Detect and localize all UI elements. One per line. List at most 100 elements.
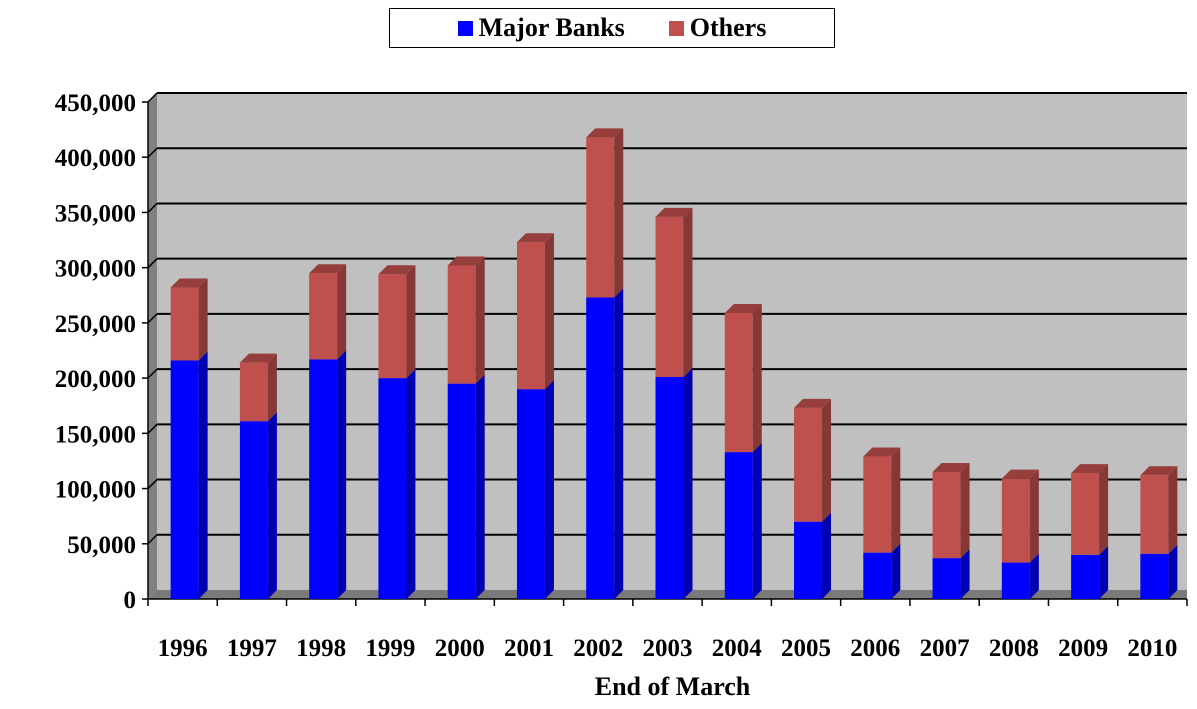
bar-side-major-banks-1997 [267,412,277,599]
legend-swatch-major-banks [457,20,473,36]
bar-side-others-1997 [267,353,277,422]
bar-side-others-2001 [544,233,554,390]
bar-side-major-banks-2005 [822,512,832,599]
y-tick-label: 100,000 [55,477,136,504]
legend-item-major-banks: Major Banks [457,13,625,43]
bar-top-others-2004 [724,303,762,313]
legend-swatch-others [668,20,684,36]
bar-others-1997 [239,362,268,422]
bar-top-others-2003 [655,207,693,217]
x-tick-label-2005: 2005 [781,635,831,662]
bar-side-major-banks-2010 [1168,544,1178,599]
x-tick-label-2002: 2002 [573,635,623,662]
bar-major-banks-2004 [724,452,753,599]
x-tick-label-2001: 2001 [504,635,554,662]
gridline-side [147,368,158,379]
bar-major-banks-2001 [516,389,545,599]
x-tick-label-2004: 2004 [712,635,763,662]
bar-others-2004 [724,312,753,453]
gridline-side [147,202,158,213]
y-tick-label: 300,000 [55,256,136,283]
legend: Major Banks Others [389,8,835,48]
bar-top-others-2007 [932,462,970,472]
bar-major-banks-2008 [1001,562,1030,599]
bar-top-others-1998 [309,264,347,274]
bar-side-others-2003 [683,207,693,378]
bar-major-banks-2005 [794,521,823,599]
bar-others-1996 [170,287,199,361]
bar-top-others-2001 [516,233,554,243]
x-tick-label-1998: 1998 [296,635,346,662]
bar-others-2001 [516,242,545,390]
plot-side-wall [148,93,157,599]
y-tick-label: 150,000 [55,421,136,448]
bar-others-1998 [309,273,338,360]
bar-others-1999 [378,274,407,379]
bar-major-banks-1996 [170,360,199,599]
bar-top-others-1999 [378,265,416,275]
gridline-side [147,147,158,158]
x-tick-label-2003: 2003 [643,635,693,662]
gridline-side [147,258,158,269]
bar-side-major-banks-2009 [1099,545,1109,599]
bar-others-2006 [863,456,892,553]
y-tick-label: 0 [124,587,137,614]
x-tick-label-2006: 2006 [850,635,900,662]
bar-top-others-2006 [863,447,901,457]
bar-top-others-2010 [1140,466,1178,476]
bar-major-banks-2006 [863,552,892,599]
legend-item-others: Others [668,13,767,43]
bar-side-major-banks-2002 [614,288,624,599]
bar-side-major-banks-1999 [406,369,416,599]
gridline-side [147,92,158,103]
bar-others-2005 [794,407,823,522]
y-tick-label: 50,000 [67,532,136,559]
bar-side-others-2008 [1029,469,1039,563]
bar-side-major-banks-2006 [891,543,901,599]
bar-major-banks-2002 [586,297,615,599]
x-tick-label-2000: 2000 [435,635,485,662]
bar-side-others-2004 [752,303,762,453]
gridline-side [147,534,158,545]
bar-side-others-2005 [822,398,832,522]
bar-others-2007 [932,471,961,559]
y-tick-label: 350,000 [55,200,136,227]
bar-major-banks-1998 [309,359,338,599]
legend-label-others: Others [689,13,767,42]
gridline-side [147,423,158,434]
bar-side-major-banks-1998 [337,350,347,599]
y-tick-label: 200,000 [55,366,136,393]
y-tick-label: 450,000 [55,90,136,117]
bar-top-others-2002 [586,128,624,138]
bar-side-others-2000 [475,256,485,384]
bar-major-banks-2000 [447,383,476,599]
bar-top-others-1997 [239,353,277,363]
bar-others-2008 [1001,478,1030,563]
bar-top-others-2000 [447,256,485,266]
bar-side-others-1996 [198,278,208,361]
gridline-side [147,479,158,490]
x-tick-label-1997: 1997 [227,635,277,662]
bar-others-2009 [1071,473,1100,555]
x-tick-label-2010: 2010 [1127,635,1177,662]
bar-side-major-banks-1996 [198,351,208,599]
bar-others-2003 [655,216,684,378]
bar-top-others-2005 [794,398,832,408]
bar-major-banks-1999 [378,378,407,599]
bar-side-others-1998 [337,264,347,360]
bar-others-2002 [586,137,615,298]
bar-top-others-2009 [1071,464,1109,474]
bar-major-banks-2009 [1071,554,1100,599]
x-axis-title: End of March [595,672,751,701]
bar-side-major-banks-2004 [752,443,762,599]
bar-top-others-1996 [170,278,208,288]
bar-side-others-2010 [1168,466,1178,554]
y-tick-label: 400,000 [55,145,136,172]
x-tick-label-2009: 2009 [1058,635,1108,662]
bar-side-others-1999 [406,265,416,379]
x-tick-label-1996: 1996 [158,635,208,662]
bar-others-2000 [447,265,476,384]
bar-major-banks-2003 [655,377,684,599]
bar-top-others-2008 [1001,469,1039,479]
